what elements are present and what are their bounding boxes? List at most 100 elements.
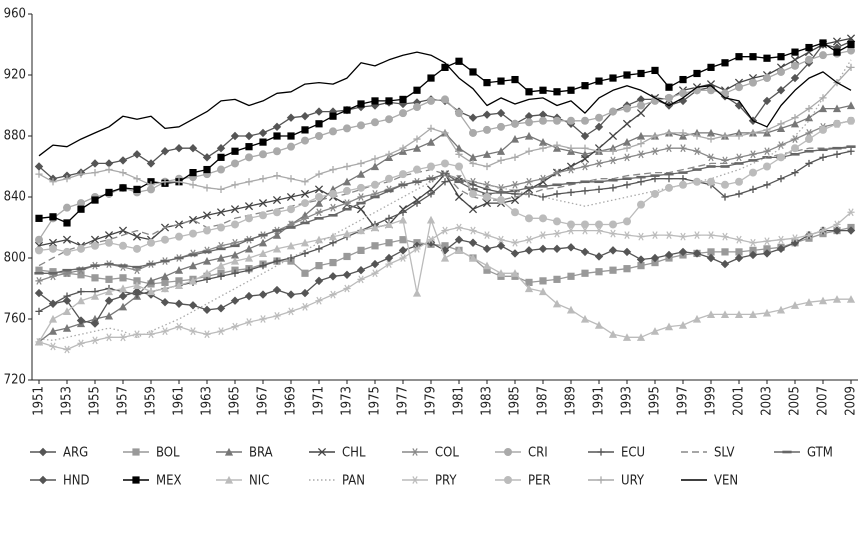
marker xyxy=(692,168,702,171)
series-line xyxy=(38,104,852,343)
marker xyxy=(216,208,226,217)
marker xyxy=(776,124,786,132)
marker xyxy=(413,199,421,207)
marker xyxy=(468,205,478,214)
marker xyxy=(609,74,617,82)
marker xyxy=(343,284,351,293)
marker xyxy=(273,257,281,265)
marker xyxy=(231,181,239,189)
legend-label: BRA xyxy=(249,446,273,461)
marker xyxy=(398,246,408,255)
marker xyxy=(782,450,792,454)
marker xyxy=(224,475,234,484)
marker xyxy=(566,305,576,314)
series xyxy=(35,63,855,193)
marker xyxy=(468,113,478,122)
marker xyxy=(329,189,337,198)
marker xyxy=(833,48,841,56)
legend-item: PRY xyxy=(402,474,457,489)
marker xyxy=(203,226,211,235)
marker xyxy=(441,95,449,104)
marker xyxy=(510,134,520,143)
marker xyxy=(735,153,743,162)
marker xyxy=(597,448,605,456)
marker xyxy=(665,183,673,192)
marker xyxy=(504,476,512,484)
marker xyxy=(580,154,590,163)
marker xyxy=(426,138,436,146)
marker xyxy=(776,244,786,254)
marker xyxy=(411,448,419,456)
marker xyxy=(597,476,605,484)
marker xyxy=(791,144,799,153)
marker xyxy=(231,220,239,229)
marker xyxy=(77,244,85,253)
marker xyxy=(553,116,561,125)
series xyxy=(38,147,851,267)
marker xyxy=(496,108,506,118)
legend-label: BOL xyxy=(156,446,180,461)
legend-item: CHL xyxy=(309,446,366,461)
marker xyxy=(315,208,323,217)
marker xyxy=(175,277,183,285)
marker xyxy=(567,165,575,174)
marker xyxy=(581,144,589,152)
marker xyxy=(132,265,142,269)
legend-item: PER xyxy=(495,474,551,489)
marker xyxy=(721,180,729,189)
marker xyxy=(62,307,72,315)
marker xyxy=(413,244,421,253)
marker xyxy=(567,220,575,229)
marker xyxy=(595,185,603,193)
marker xyxy=(76,267,86,270)
marker xyxy=(133,185,141,193)
marker xyxy=(356,226,366,235)
marker xyxy=(244,238,254,241)
marker xyxy=(804,113,814,122)
marker xyxy=(581,269,589,277)
marker xyxy=(91,274,99,282)
marker xyxy=(608,178,618,182)
marker xyxy=(286,192,296,202)
marker xyxy=(273,312,281,320)
marker xyxy=(581,187,589,195)
marker xyxy=(637,200,645,209)
marker xyxy=(216,253,226,262)
marker xyxy=(62,268,72,272)
marker xyxy=(245,214,253,223)
marker xyxy=(777,175,785,183)
marker xyxy=(342,177,352,186)
marker xyxy=(440,172,450,176)
marker xyxy=(441,242,449,250)
legend-label: CRI xyxy=(528,446,548,461)
marker xyxy=(804,149,814,153)
marker xyxy=(790,73,800,83)
marker xyxy=(412,288,422,297)
marker xyxy=(497,156,505,164)
marker xyxy=(721,59,729,67)
marker xyxy=(203,275,211,283)
marker xyxy=(777,141,785,150)
marker xyxy=(819,39,827,47)
marker xyxy=(48,238,58,247)
marker xyxy=(665,231,673,240)
marker xyxy=(651,147,659,156)
marker xyxy=(161,327,169,336)
marker xyxy=(245,143,253,151)
marker xyxy=(623,144,631,152)
marker xyxy=(35,214,43,222)
marker xyxy=(244,131,254,141)
marker xyxy=(35,246,43,255)
series xyxy=(34,101,856,346)
marker xyxy=(581,220,589,229)
marker xyxy=(427,235,435,244)
marker xyxy=(76,316,86,325)
marker xyxy=(622,119,632,128)
marker xyxy=(609,184,617,192)
marker xyxy=(749,185,757,193)
marker xyxy=(34,162,44,171)
marker xyxy=(371,242,379,250)
marker xyxy=(105,275,113,283)
marker xyxy=(189,169,197,177)
marker xyxy=(567,272,575,280)
